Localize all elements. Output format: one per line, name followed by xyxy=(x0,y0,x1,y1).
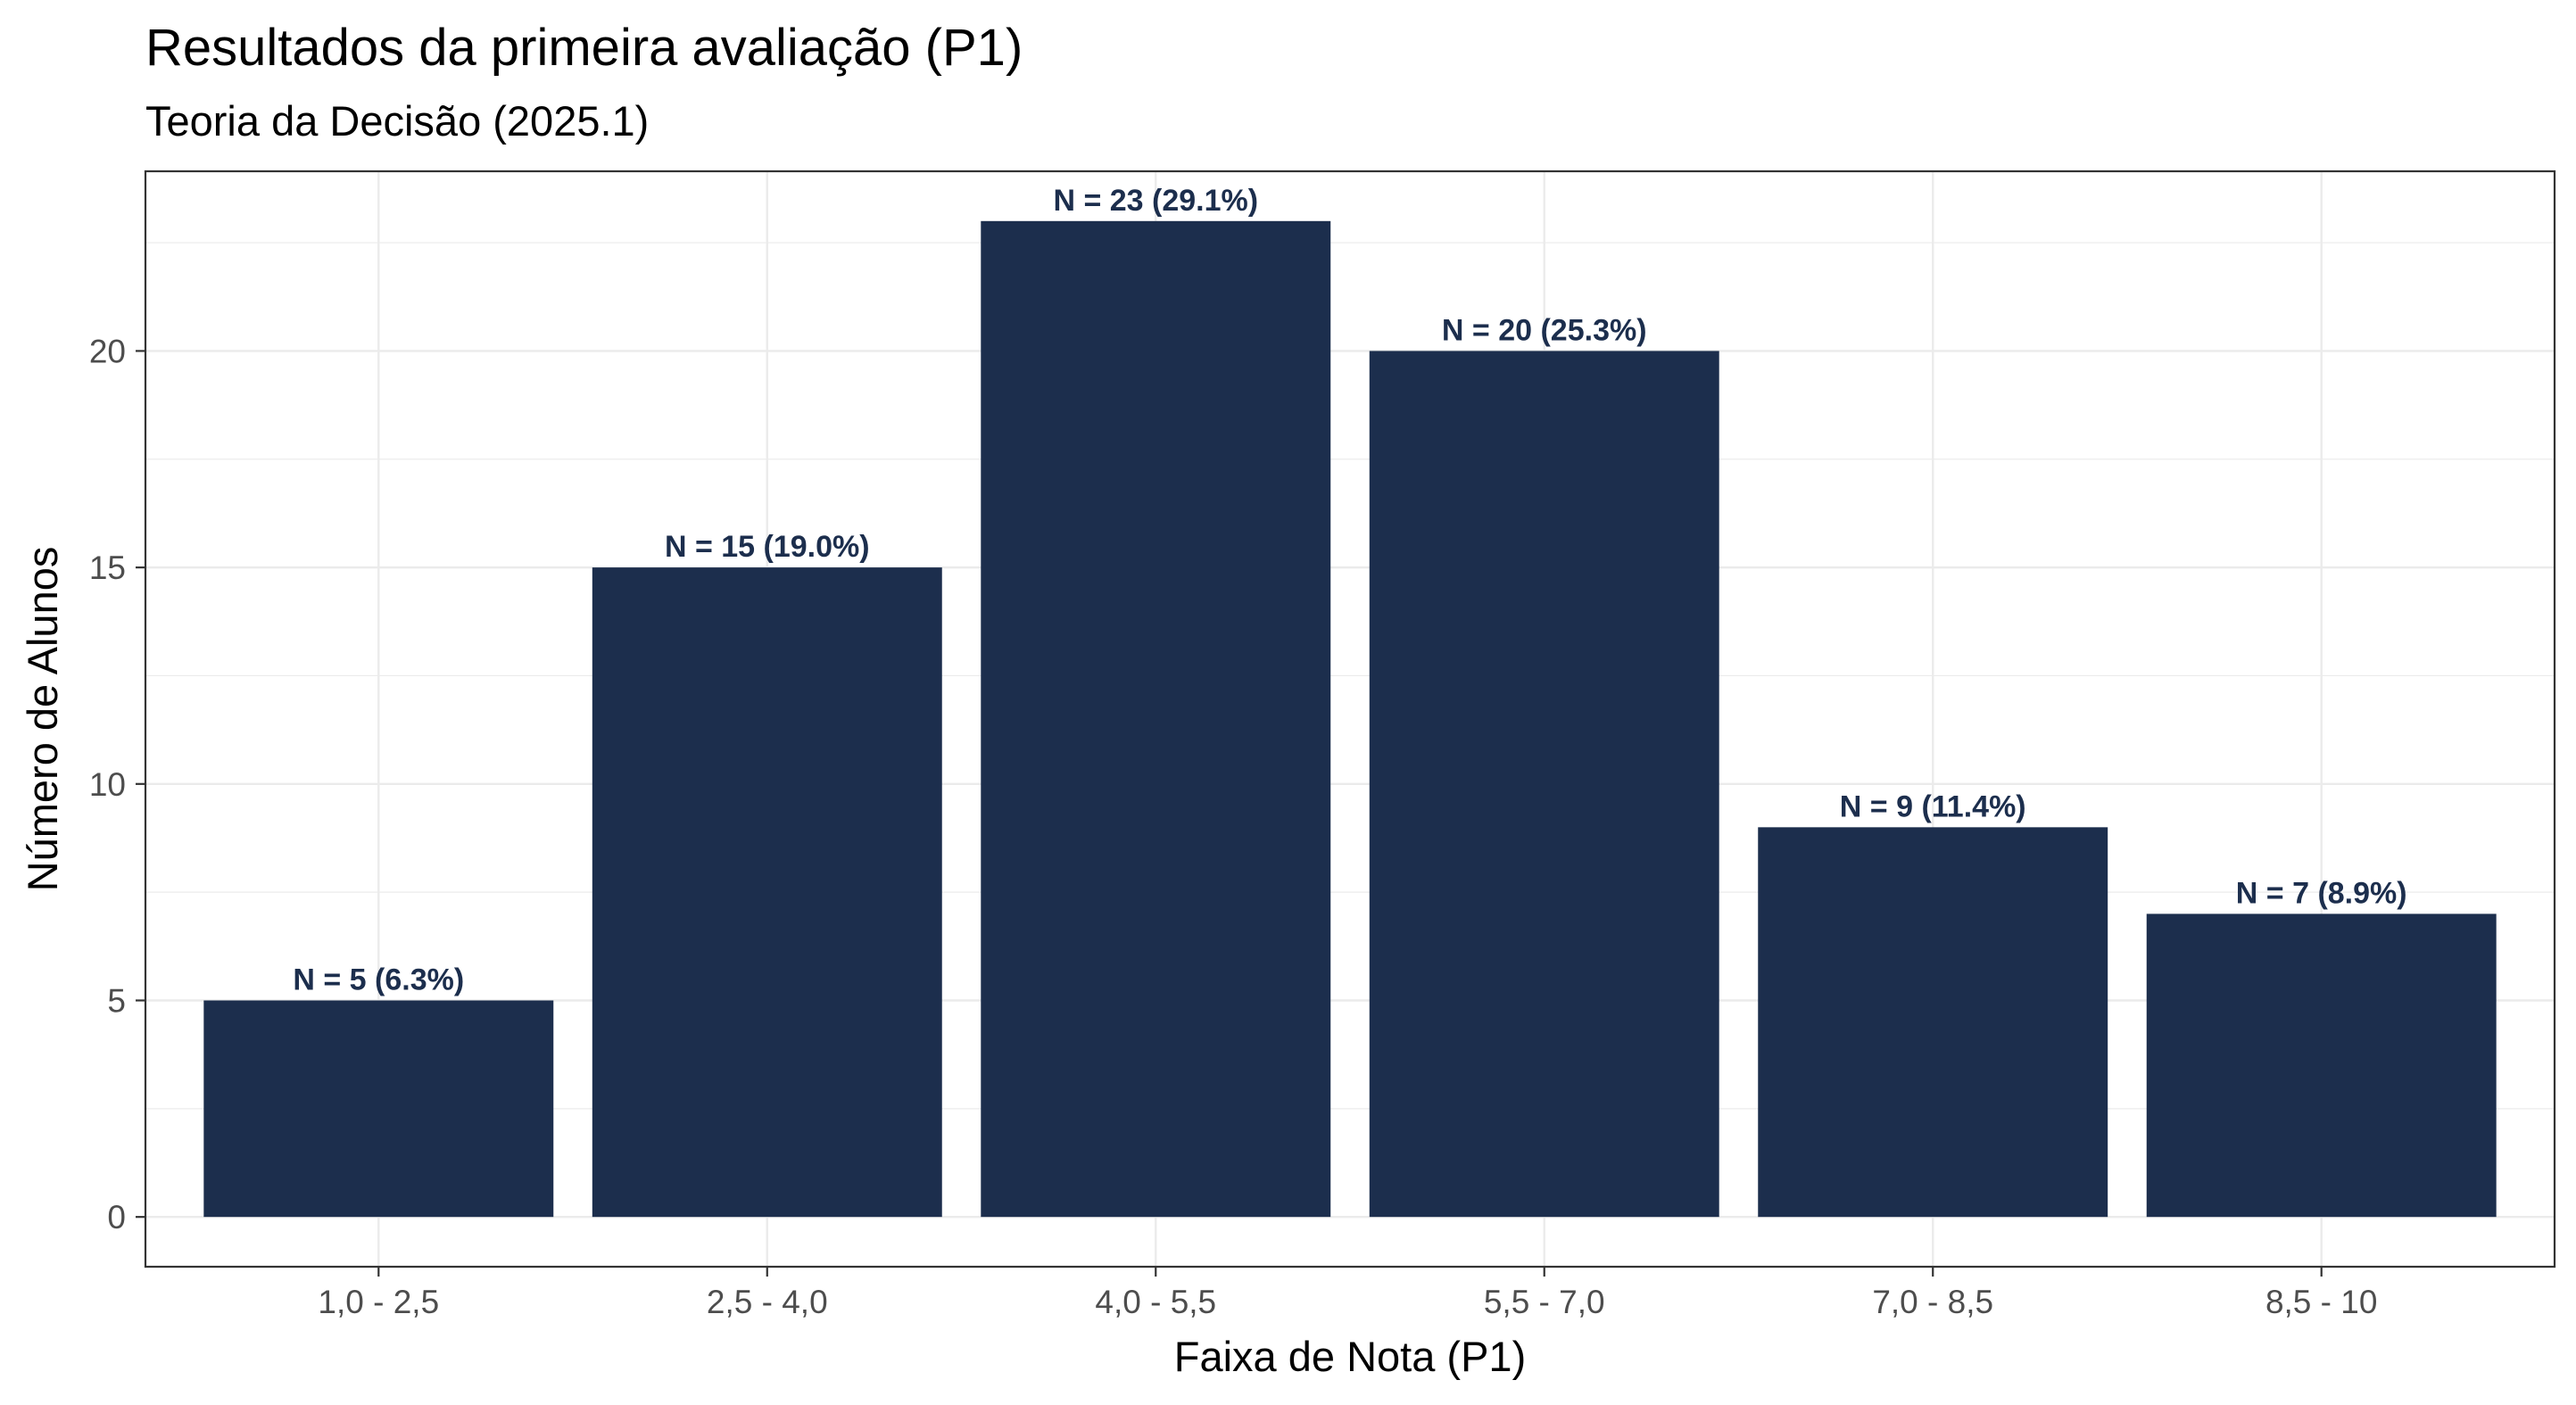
x-tick-label: 5,5 - 7,0 xyxy=(1484,1284,1605,1320)
y-axis: 0 5 10 15 20 xyxy=(89,333,145,1236)
plot-area: N = 5 (6.3%) N = 15 (19.0%) N = 23 (29.1%)… xyxy=(144,169,2556,1269)
data-label: N = 5 (6.3%) xyxy=(293,963,464,996)
bar xyxy=(1369,351,1719,1218)
data-labels: N = 5 (6.3%) N = 15 (19.0%) N = 23 (29.1%)… xyxy=(293,184,2406,997)
chart-title: Resultados da primeira avaliação (P1) xyxy=(145,19,1023,77)
x-tick-label: 7,0 - 8,5 xyxy=(1872,1284,1993,1320)
bar xyxy=(981,220,1331,1218)
data-label: N = 15 (19.0%) xyxy=(665,530,870,564)
data-label: N = 20 (25.3%) xyxy=(1442,313,1647,347)
y-tick-label: 15 xyxy=(89,550,126,586)
bars xyxy=(203,220,2497,1218)
bar xyxy=(592,567,942,1218)
y-tick-label: 0 xyxy=(107,1199,126,1236)
x-tick-label: 8,5 - 10 xyxy=(2265,1284,2377,1320)
chart-subtitle: Teoria da Decisão (2025.1) xyxy=(145,97,649,145)
data-label: N = 23 (29.1%) xyxy=(1053,184,1258,218)
bar xyxy=(1758,827,2108,1218)
y-tick-label: 10 xyxy=(89,766,126,803)
bar xyxy=(2146,913,2497,1218)
x-tick-label: 4,0 - 5,5 xyxy=(1095,1284,1216,1320)
x-axis: 1,0 - 2,5 2,5 - 4,0 4,0 - 5,5 5,5 - 7,0 7,0 … xyxy=(318,1267,2377,1320)
x-axis-title: Faixa de Nota (P1) xyxy=(1174,1333,1526,1380)
y-tick-label: 20 xyxy=(89,333,126,369)
data-label: N = 9 (11.4%) xyxy=(1840,789,2026,823)
y-tick-label: 5 xyxy=(107,982,126,1019)
plot-border xyxy=(144,169,2556,1269)
data-label: N = 7 (8.9%) xyxy=(2236,876,2407,910)
x-tick-label: 2,5 - 4,0 xyxy=(707,1284,828,1320)
bar xyxy=(203,1000,554,1218)
x-tick-label: 1,0 - 2,5 xyxy=(318,1284,439,1320)
y-axis-title: Número de Alunos xyxy=(19,547,66,892)
